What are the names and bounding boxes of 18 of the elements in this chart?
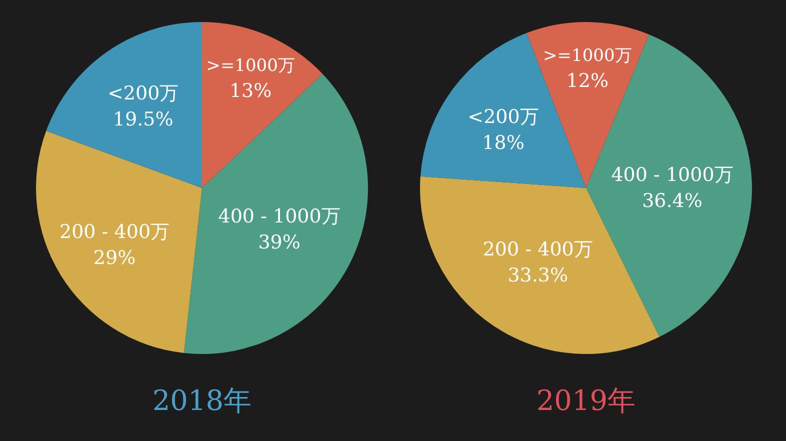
slice-label: <200万 — [468, 106, 539, 128]
data-label: 33.3% — [508, 264, 568, 287]
data-label: 18% — [482, 132, 524, 154]
slice-label: 200 - 400万 — [482, 238, 593, 261]
slice-label: >=1000万 — [206, 56, 295, 76]
slice-label: >=1000万 — [543, 46, 632, 66]
slice-label: <200万 — [107, 82, 179, 105]
data-label: 19.5% — [112, 108, 174, 131]
slice-label: 400 - 1000万 — [218, 205, 340, 228]
data-label: 39% — [258, 231, 300, 254]
data-label: 36.4% — [642, 190, 702, 212]
data-label: 29% — [93, 247, 136, 270]
data-label: 13% — [229, 80, 272, 102]
slice-label: 200 - 400万 — [60, 221, 170, 244]
data-label: 12% — [566, 70, 609, 92]
slice-label: 400 - 1000万 — [611, 164, 734, 186]
text: 2019年 — [536, 384, 636, 417]
text: 2018年 — [152, 384, 252, 417]
